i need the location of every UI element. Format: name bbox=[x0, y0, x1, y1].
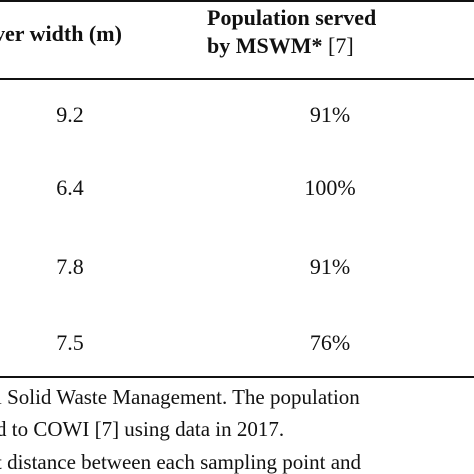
table-cell-population: 76% bbox=[309, 330, 351, 355]
header-population-line1: Population served bbox=[207, 5, 377, 30]
table-cell-river-width: 7.5 bbox=[56, 330, 84, 355]
header-population-ref: [7] bbox=[322, 33, 354, 58]
footnote-line: t distance between each sampling point a… bbox=[0, 450, 362, 474]
table-header-rule bbox=[0, 78, 474, 80]
table-cell-population: 91% bbox=[309, 102, 351, 127]
table-cell-river-width: 6.4 bbox=[56, 175, 84, 200]
footnote-line: l Solid Waste Management. The population bbox=[0, 385, 360, 409]
table-cell-river-width: 9.2 bbox=[56, 102, 84, 127]
table-cell-population: 91% bbox=[309, 254, 351, 279]
header-population-served: Population served by MSWM* [7] bbox=[207, 4, 376, 60]
header-population-mswm: by MSWM* bbox=[207, 33, 323, 58]
table-bottom-rule bbox=[0, 376, 474, 378]
header-river-width: ver width (m) bbox=[0, 21, 122, 46]
table-cell-population: 100% bbox=[304, 175, 356, 200]
header-population-line2: by MSWM* [7] bbox=[207, 32, 376, 60]
footnote-line: d to COWI [7] using data in 2017. bbox=[0, 417, 285, 441]
table-top-rule bbox=[0, 0, 474, 2]
table-cell-river-width: 7.8 bbox=[56, 254, 84, 279]
